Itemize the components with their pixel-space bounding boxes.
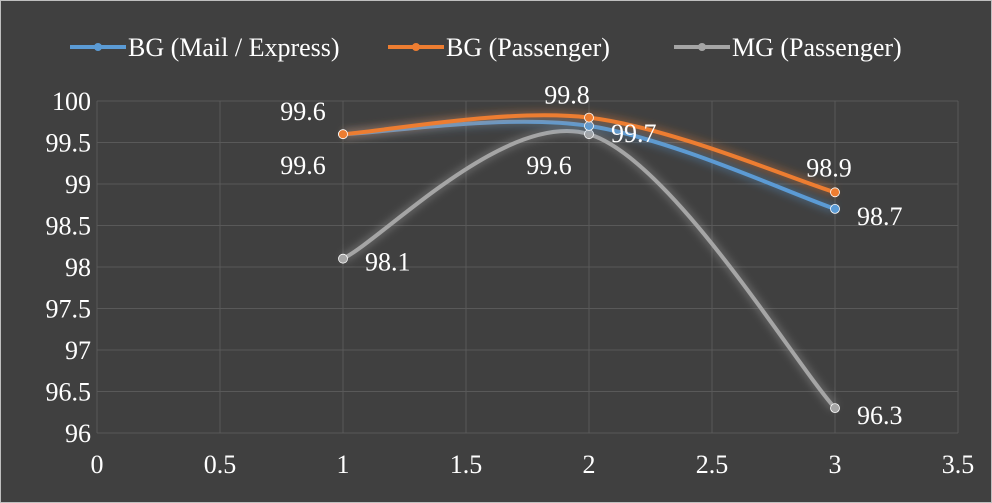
legend-label: BG (Passenger): [446, 33, 610, 62]
x-tick-label: 1: [337, 450, 350, 479]
legend-swatch-marker: [412, 43, 420, 51]
series-1: [338, 110, 840, 198]
data-label: 98.1: [365, 248, 411, 277]
legend-swatch-marker: [698, 43, 706, 51]
y-tick-label: 98.5: [46, 212, 92, 241]
x-tick-label: 0: [91, 450, 104, 479]
y-tick-label: 98: [65, 253, 91, 282]
x-tick-label: 0.5: [204, 450, 237, 479]
data-label: 99.7: [611, 119, 657, 148]
data-label: 99.6: [280, 151, 326, 180]
x-tick-label: 3: [829, 450, 842, 479]
data-label: 99.6: [526, 151, 572, 180]
legend: BG (Mail / Express) BG (Passenger) MG (Pas…: [70, 33, 902, 62]
data-labels: 98.1 99.6 96.3 99.6 99.7 98.7 99.6 99.8 98.9: [280, 81, 902, 431]
y-tick-label: 100: [52, 87, 91, 116]
y-tick-label: 97: [65, 336, 91, 365]
x-tick-label: 2.5: [696, 450, 729, 479]
data-label: 98.9: [806, 153, 852, 182]
y-tick-label: 99: [65, 170, 91, 199]
data-label: 98.7: [857, 202, 903, 231]
data-point: [338, 129, 348, 140]
legend-item-0: BG (Mail / Express): [70, 33, 340, 62]
y-axis-ticks: 96 96.5 97 97.5 98 98.5 99 99.5 100: [46, 87, 92, 448]
legend-swatch-marker: [94, 43, 102, 51]
data-point: [584, 121, 594, 131]
data-point: [830, 403, 840, 414]
data-point: [338, 253, 348, 264]
x-tick-label: 2: [583, 450, 596, 479]
legend-label: MG (Passenger): [732, 33, 902, 62]
data-point: [830, 203, 840, 214]
legend-item-1: BG (Passenger): [388, 33, 610, 62]
y-tick-label: 97.5: [46, 295, 92, 324]
data-label: 99.8: [544, 81, 590, 110]
data-point: [830, 187, 840, 198]
y-tick-label: 99.5: [46, 129, 92, 158]
data-label: 96.3: [857, 401, 903, 430]
x-axis-ticks: 0 0.5 1 1.5 2 2.5 3 3.5: [91, 450, 975, 479]
data-label: 99.6: [280, 97, 326, 126]
x-tick-label: 1.5: [450, 450, 483, 479]
legend-item-2: MG (Passenger): [674, 33, 902, 62]
y-tick-label: 96: [65, 419, 91, 448]
y-tick-label: 96.5: [46, 378, 92, 407]
series-layer: [338, 110, 840, 414]
x-tick-label: 3.5: [942, 450, 975, 479]
data-point: [584, 112, 594, 123]
series-2: [338, 126, 840, 414]
data-point: [584, 129, 594, 140]
legend-label: BG (Mail / Express): [128, 33, 340, 62]
